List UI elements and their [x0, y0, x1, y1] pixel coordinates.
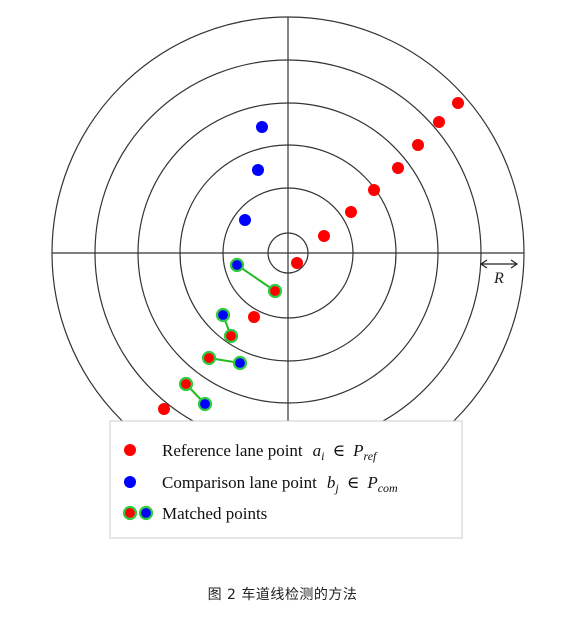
radius-label: R	[493, 270, 504, 287]
matched-reference-point	[223, 328, 239, 344]
reference-point	[318, 230, 330, 242]
match-line	[236, 264, 276, 292]
reference-point	[345, 206, 357, 218]
matched-comparison-point	[215, 307, 231, 323]
comparison-point	[256, 121, 268, 133]
range-rings	[51, 16, 525, 425]
reference-point	[291, 257, 303, 269]
matched-comparison-point	[229, 257, 245, 273]
reference-point	[452, 97, 464, 109]
legend: Reference lane point ai ∈ Pref Compariso…	[109, 420, 463, 539]
comparison-points	[239, 121, 268, 226]
reference-point	[392, 162, 404, 174]
matched-comparison-point	[232, 355, 248, 371]
reference-point	[248, 311, 260, 323]
reference-point	[433, 116, 445, 128]
legend-reference-swatch	[124, 444, 136, 456]
legend-matched-swatch	[122, 505, 154, 521]
matched-reference-point	[201, 350, 217, 366]
reference-point	[368, 184, 380, 196]
matched-points	[178, 257, 283, 412]
legend-box	[109, 420, 463, 539]
matched-reference-point	[267, 283, 283, 299]
legend-comparison-swatch	[124, 476, 136, 488]
legend-reference-label: Reference lane point ai ∈ Pref	[162, 441, 378, 464]
matched-reference-point	[178, 376, 194, 392]
comparison-point	[252, 164, 264, 176]
reference-points	[158, 97, 464, 415]
legend-matched-label: Matched points	[162, 504, 267, 523]
reference-point	[158, 403, 170, 415]
comparison-point	[239, 214, 251, 226]
legend-comparison-label: Comparison lane point bj ∈ Pcom	[162, 473, 398, 496]
figure-caption: 图 2 车道线检测的方法	[207, 587, 358, 603]
matched-comparison-point	[197, 396, 213, 412]
radius-indicator	[479, 259, 519, 269]
reference-point	[412, 139, 424, 151]
